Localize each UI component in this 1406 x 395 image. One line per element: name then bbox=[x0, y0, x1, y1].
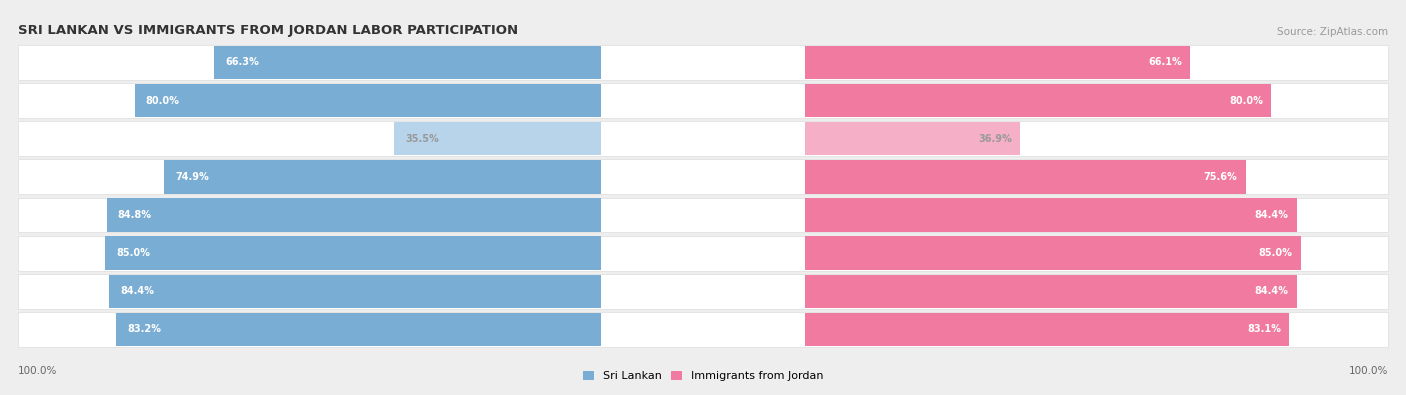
Text: 75.6%: 75.6% bbox=[1204, 172, 1237, 182]
Text: In Labor Force | Age 30-34: In Labor Force | Age 30-34 bbox=[640, 248, 766, 258]
Text: In Labor Force | Age 25-29: In Labor Force | Age 25-29 bbox=[640, 211, 766, 220]
Text: In Labor Force | Age 20-64: In Labor Force | Age 20-64 bbox=[640, 96, 766, 105]
Text: 35.5%: 35.5% bbox=[405, 134, 439, 144]
Text: In Labor Force | Age 20-24: In Labor Force | Age 20-24 bbox=[640, 172, 766, 181]
Text: 80.0%: 80.0% bbox=[1229, 96, 1263, 105]
Text: In Labor Force | Age 16-19: In Labor Force | Age 16-19 bbox=[640, 134, 766, 143]
Text: 85.0%: 85.0% bbox=[117, 248, 150, 258]
Legend: Sri Lankan, Immigrants from Jordan: Sri Lankan, Immigrants from Jordan bbox=[578, 366, 828, 386]
Text: Source: ZipAtlas.com: Source: ZipAtlas.com bbox=[1277, 27, 1388, 37]
Text: 84.4%: 84.4% bbox=[120, 286, 155, 296]
Text: SRI LANKAN VS IMMIGRANTS FROM JORDAN LABOR PARTICIPATION: SRI LANKAN VS IMMIGRANTS FROM JORDAN LAB… bbox=[18, 24, 519, 37]
Text: 36.9%: 36.9% bbox=[979, 134, 1012, 144]
Text: In Labor Force | Age 45-54: In Labor Force | Age 45-54 bbox=[640, 325, 766, 334]
Text: 100.0%: 100.0% bbox=[1348, 366, 1388, 376]
Text: In Labor Force | Age > 16: In Labor Force | Age > 16 bbox=[643, 58, 763, 67]
Text: 84.4%: 84.4% bbox=[1254, 210, 1289, 220]
Text: 84.4%: 84.4% bbox=[1254, 286, 1289, 296]
Text: 80.0%: 80.0% bbox=[146, 96, 180, 105]
Text: 100.0%: 100.0% bbox=[18, 366, 58, 376]
Text: 66.1%: 66.1% bbox=[1149, 58, 1182, 68]
Text: 85.0%: 85.0% bbox=[1258, 248, 1292, 258]
Text: 74.9%: 74.9% bbox=[176, 172, 209, 182]
Text: 83.1%: 83.1% bbox=[1247, 324, 1281, 334]
Text: 83.2%: 83.2% bbox=[127, 324, 162, 334]
Text: 66.3%: 66.3% bbox=[226, 58, 260, 68]
Text: In Labor Force | Age 35-44: In Labor Force | Age 35-44 bbox=[640, 287, 766, 296]
Text: 84.8%: 84.8% bbox=[118, 210, 152, 220]
